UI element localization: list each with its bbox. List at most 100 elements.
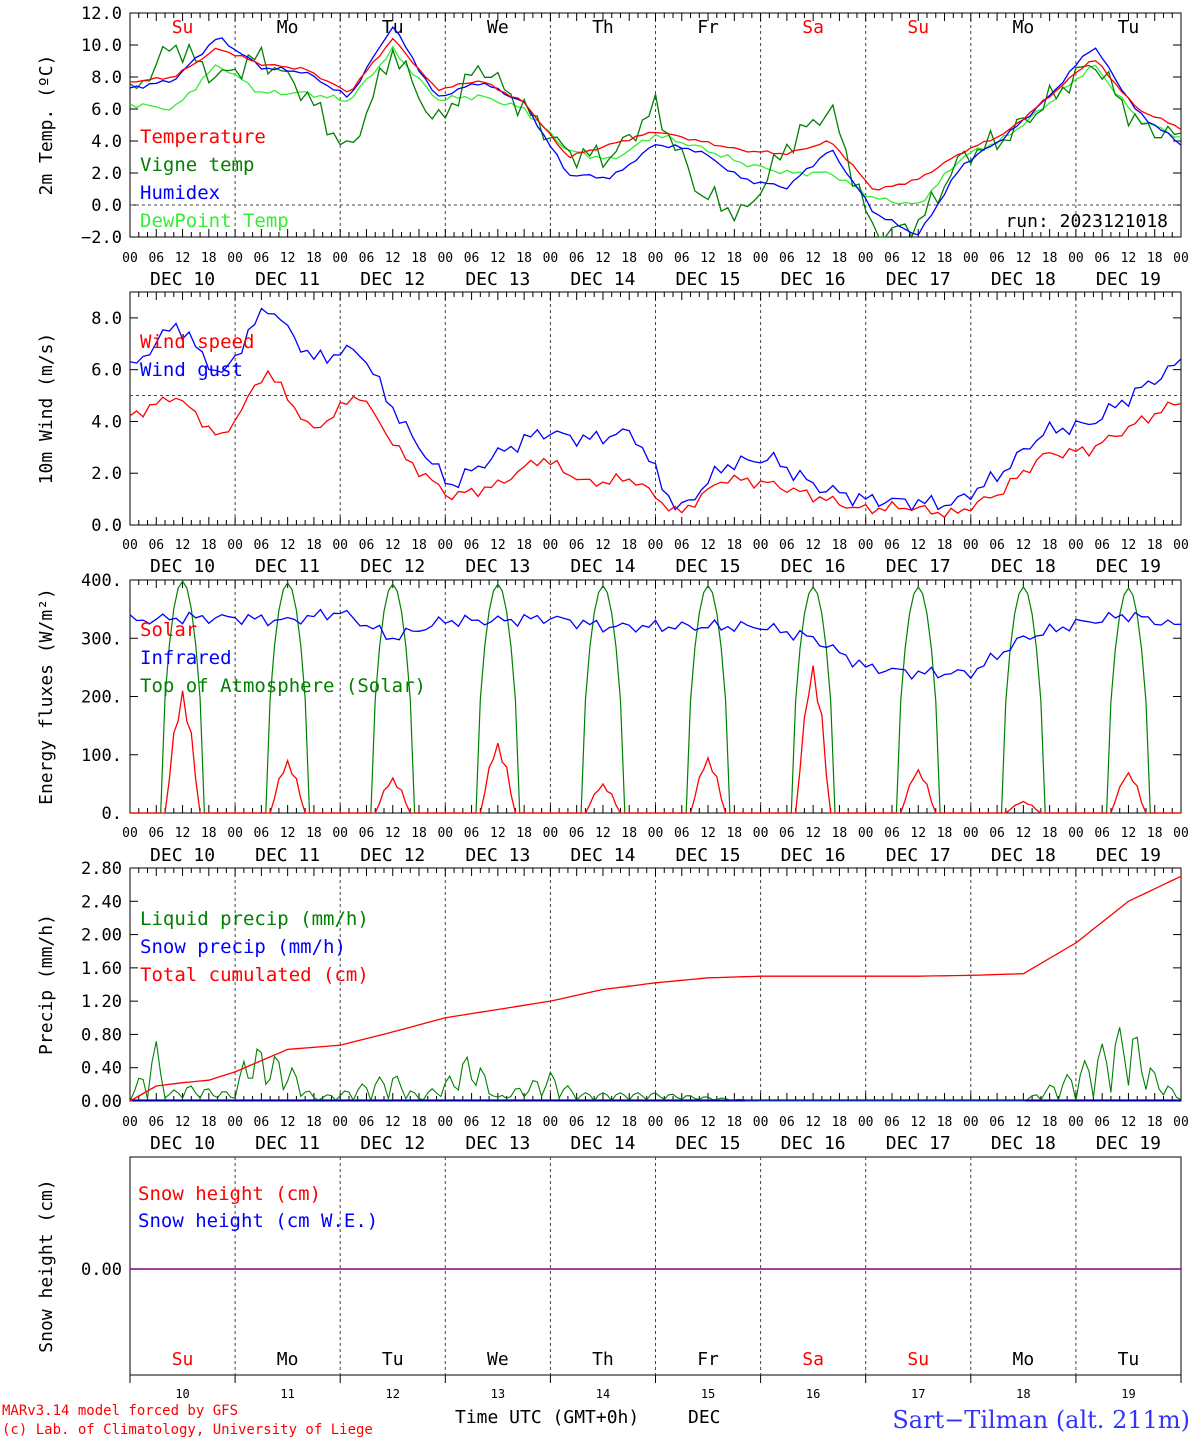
- series-humidex-line: [129, 26, 1182, 236]
- legend-top-of-atmosphere-solar: Top of Atmosphere (Solar): [140, 675, 426, 697]
- x-tick-label: 18: [621, 1115, 637, 1130]
- x-tick-label: 12: [805, 826, 821, 841]
- weekday-label: Mo: [277, 17, 299, 38]
- day-label: DEC 13: [465, 269, 530, 290]
- y-tick-label: −2.0: [81, 228, 122, 248]
- x-tick-label: 12: [1121, 251, 1137, 266]
- legend-total-cumulated-cm: Total cumulated (cm): [140, 964, 369, 986]
- x-tick-label: 18: [832, 826, 848, 841]
- x-tick-label: 00: [543, 251, 559, 266]
- series-wind-gust-line: [129, 307, 1182, 512]
- legend-infrared: Infrared: [140, 647, 232, 669]
- x-tick-label: 06: [674, 826, 690, 841]
- series-solar-line: [130, 665, 1181, 814]
- day-label: DEC 19: [1096, 845, 1161, 866]
- x-tick-label: 00: [227, 826, 243, 841]
- panel-2: [129, 291, 1182, 526]
- x-tick-label: 12: [280, 826, 296, 841]
- x-tick-label: 12: [595, 826, 611, 841]
- weekday-label: Fr: [697, 17, 719, 38]
- x-tick-label: 12: [700, 1115, 716, 1130]
- x-tick-label: 12: [595, 538, 611, 553]
- x-tick-label: 06: [148, 1115, 164, 1130]
- x-tick-label: 12: [490, 538, 506, 553]
- weekday-label: Su: [172, 17, 194, 38]
- x-tick-label: 12: [1016, 538, 1032, 553]
- day-label: DEC 10: [150, 269, 215, 290]
- x-tick-label: 06: [674, 251, 690, 266]
- x-tick-label: 06: [1094, 1115, 1110, 1130]
- x-tick-label: 12: [490, 251, 506, 266]
- panel-4: [129, 867, 1182, 1102]
- weekday-label: Su: [907, 1349, 929, 1370]
- series-vigne-line: [129, 42, 1182, 239]
- weekday-label: Th: [592, 17, 614, 38]
- x-tick-label: 18: [1042, 538, 1058, 553]
- series-temperature-line: [129, 37, 1182, 191]
- x-tick-label: 06: [359, 1115, 375, 1130]
- x-tick-label: 00: [227, 1115, 243, 1130]
- day-label: DEC 10: [150, 556, 215, 577]
- x-tick-label: 06: [148, 251, 164, 266]
- x-tick-label: 12: [1121, 826, 1137, 841]
- x-tick-label: 06: [779, 826, 795, 841]
- x-tick-label: 18: [1042, 826, 1058, 841]
- day-label: DEC 13: [465, 1133, 530, 1154]
- day-label: DEC 15: [676, 556, 741, 577]
- y-tick-label: 300.: [81, 629, 122, 649]
- day-label: DEC 15: [676, 845, 741, 866]
- series-total-cumulated-line: [129, 875, 1182, 1102]
- y-tick-label: 0.00: [81, 1092, 122, 1112]
- x-tick-label: 12: [910, 1115, 926, 1130]
- x-tick-label: 18: [937, 251, 953, 266]
- x-tick-label: 00: [1068, 826, 1084, 841]
- y-axis-label-wind: 10m Wind (m/s): [36, 333, 57, 485]
- day-label: DEC 11: [255, 1133, 320, 1154]
- x-tick-label: 06: [464, 251, 480, 266]
- x-tick-label: 12: [1016, 1115, 1032, 1130]
- x-tick-label: 12: [1016, 826, 1032, 841]
- x-tick-label: 12: [700, 538, 716, 553]
- series-liquid-precip-line: [129, 1027, 1182, 1103]
- x-tick-label: 06: [254, 1115, 270, 1130]
- x-tick-label: 00: [227, 538, 243, 553]
- x-tick-label: 18: [937, 538, 953, 553]
- x-tick-label: 12: [490, 826, 506, 841]
- x-tick-label: 00: [332, 826, 348, 841]
- x-tick-label: 00: [963, 538, 979, 553]
- weekday-label: We: [487, 1349, 509, 1370]
- legend-snow-precip-mm-h: Snow precip (mm/h): [140, 936, 346, 958]
- x-tick-label: 00: [122, 1115, 138, 1130]
- x-tick-label: 12: [490, 1115, 506, 1130]
- x-tick-label: 12: [595, 251, 611, 266]
- legend-dewpoint-temp: DewPoint Temp: [140, 210, 289, 232]
- y-tick-label: 0.40: [81, 1059, 122, 1079]
- x-tick-label: 00: [437, 251, 453, 266]
- x-tick-label: 18: [937, 826, 953, 841]
- x-tick-label: 00: [963, 1115, 979, 1130]
- y-tick-label: 1.20: [81, 992, 122, 1012]
- day-label: DEC 11: [255, 845, 320, 866]
- x-tick-label: 06: [464, 538, 480, 553]
- day-number: 18: [1016, 1387, 1030, 1401]
- y-tick-label: 0.00: [81, 1260, 122, 1280]
- x-tick-label: 00: [753, 251, 769, 266]
- x-tick-label: 00: [1068, 251, 1084, 266]
- day-number: 12: [386, 1387, 400, 1401]
- x-tick-label: 18: [621, 251, 637, 266]
- legend-vigne-temp: Vigne temp: [140, 154, 254, 176]
- weekday-label: Mo: [1013, 1349, 1035, 1370]
- x-tick-label: 06: [779, 1115, 795, 1130]
- x-tick-label: 06: [148, 538, 164, 553]
- x-tick-label: 00: [543, 1115, 559, 1130]
- panel-1: [129, 12, 1182, 238]
- day-label: DEC 17: [886, 269, 951, 290]
- y-tick-label: 2.0: [91, 464, 122, 484]
- y-tick-label: 0.0: [91, 196, 122, 216]
- x-tick-label: 18: [306, 1115, 322, 1130]
- x-tick-label: 00: [437, 538, 453, 553]
- day-number: 15: [701, 1387, 715, 1401]
- x-tick-label: 12: [805, 251, 821, 266]
- x-tick-label: 00: [1173, 826, 1189, 841]
